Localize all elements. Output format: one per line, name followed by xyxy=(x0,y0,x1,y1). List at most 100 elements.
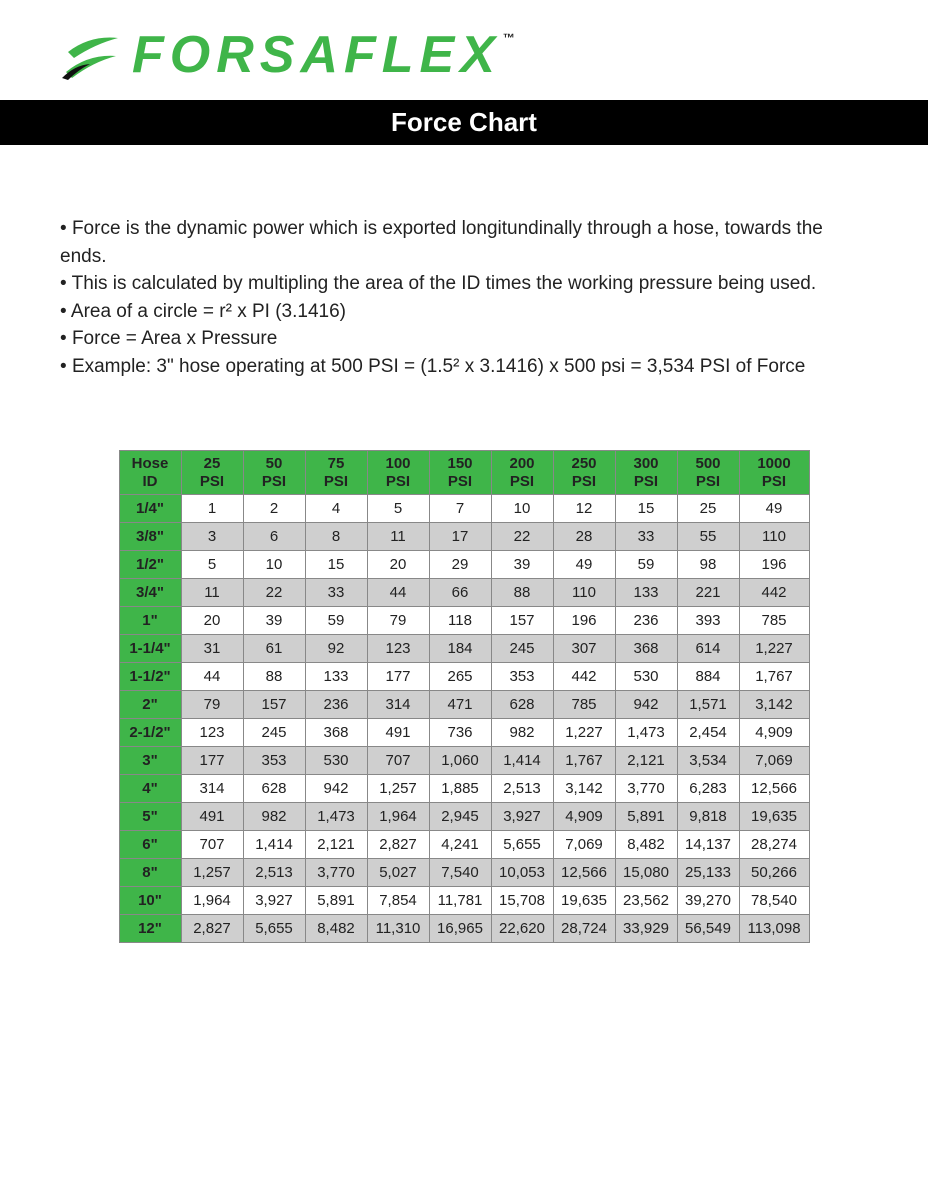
data-cell: 5 xyxy=(181,550,243,578)
data-cell: 368 xyxy=(615,634,677,662)
data-cell: 25 xyxy=(677,494,739,522)
data-cell: 307 xyxy=(553,634,615,662)
data-cell: 314 xyxy=(367,690,429,718)
content-area: Force is the dynamic power which is expo… xyxy=(0,145,928,983)
data-cell: 110 xyxy=(553,578,615,606)
table-row: 1-1/4"3161921231842453073686141,227 xyxy=(119,634,809,662)
table-row: 5"4919821,4731,9642,9453,9274,9095,8919,… xyxy=(119,802,809,830)
data-cell: 707 xyxy=(181,830,243,858)
data-cell: 442 xyxy=(739,578,809,606)
logo-header: FORSAFLEX ™ xyxy=(0,0,928,100)
data-cell: 11 xyxy=(367,522,429,550)
data-cell: 1,767 xyxy=(553,746,615,774)
table-row: 1/4"124571012152549 xyxy=(119,494,809,522)
data-cell: 1,414 xyxy=(243,830,305,858)
data-cell: 79 xyxy=(181,690,243,718)
data-cell: 4 xyxy=(305,494,367,522)
data-cell: 5 xyxy=(367,494,429,522)
data-cell: 66 xyxy=(429,578,491,606)
data-cell: 7 xyxy=(429,494,491,522)
data-cell: 5,891 xyxy=(305,886,367,914)
data-cell: 614 xyxy=(677,634,739,662)
data-cell: 7,069 xyxy=(739,746,809,774)
data-cell: 15,708 xyxy=(491,886,553,914)
data-cell: 5,891 xyxy=(615,802,677,830)
row-header-cell: 1" xyxy=(119,606,181,634)
data-cell: 628 xyxy=(491,690,553,718)
data-cell: 39 xyxy=(491,550,553,578)
data-cell: 2,121 xyxy=(615,746,677,774)
table-row: 3"1773535307071,0601,4141,7672,1213,5347… xyxy=(119,746,809,774)
table-row: 6"7071,4142,1212,8274,2415,6557,0698,482… xyxy=(119,830,809,858)
data-cell: 118 xyxy=(429,606,491,634)
data-cell: 11 xyxy=(181,578,243,606)
data-cell: 123 xyxy=(181,718,243,746)
data-cell: 33 xyxy=(615,522,677,550)
data-cell: 8,482 xyxy=(305,914,367,942)
data-cell: 12 xyxy=(553,494,615,522)
table-row: 1"20395979118157196236393785 xyxy=(119,606,809,634)
data-cell: 530 xyxy=(305,746,367,774)
data-cell: 1,414 xyxy=(491,746,553,774)
data-cell: 184 xyxy=(429,634,491,662)
data-cell: 88 xyxy=(491,578,553,606)
data-cell: 177 xyxy=(367,662,429,690)
table-row: 3/8"368111722283355110 xyxy=(119,522,809,550)
data-cell: 5,655 xyxy=(491,830,553,858)
bullet-item: Area of a circle = r² x PI (3.1416) xyxy=(60,298,868,326)
data-cell: 31 xyxy=(181,634,243,662)
data-cell: 236 xyxy=(615,606,677,634)
data-cell: 2,454 xyxy=(677,718,739,746)
data-cell: 5,027 xyxy=(367,858,429,886)
column-header: 150PSI xyxy=(429,451,491,495)
data-cell: 3 xyxy=(181,522,243,550)
data-cell: 196 xyxy=(739,550,809,578)
data-cell: 471 xyxy=(429,690,491,718)
data-cell: 353 xyxy=(491,662,553,690)
row-header-cell: 2" xyxy=(119,690,181,718)
data-cell: 1,060 xyxy=(429,746,491,774)
row-header-cell: 1-1/4" xyxy=(119,634,181,662)
row-header-cell: 8" xyxy=(119,858,181,886)
data-cell: 157 xyxy=(491,606,553,634)
data-cell: 4,909 xyxy=(553,802,615,830)
data-cell: 785 xyxy=(739,606,809,634)
data-cell: 23,562 xyxy=(615,886,677,914)
data-cell: 44 xyxy=(181,662,243,690)
data-cell: 39,270 xyxy=(677,886,739,914)
data-cell: 3,534 xyxy=(677,746,739,774)
data-cell: 491 xyxy=(367,718,429,746)
table-row: 12"2,8275,6558,48211,31016,96522,62028,7… xyxy=(119,914,809,942)
data-cell: 12,566 xyxy=(739,774,809,802)
data-cell: 16,965 xyxy=(429,914,491,942)
data-cell: 49 xyxy=(739,494,809,522)
data-cell: 1,473 xyxy=(305,802,367,830)
data-cell: 3,142 xyxy=(739,690,809,718)
data-cell: 982 xyxy=(243,802,305,830)
data-cell: 1,964 xyxy=(181,886,243,914)
data-cell: 55 xyxy=(677,522,739,550)
data-cell: 6 xyxy=(243,522,305,550)
data-cell: 56,549 xyxy=(677,914,739,942)
data-cell: 22,620 xyxy=(491,914,553,942)
data-cell: 123 xyxy=(367,634,429,662)
title-bar: Force Chart xyxy=(0,100,928,145)
data-cell: 2,827 xyxy=(367,830,429,858)
data-cell: 1,885 xyxy=(429,774,491,802)
data-cell: 79 xyxy=(367,606,429,634)
data-cell: 4,909 xyxy=(739,718,809,746)
data-cell: 28,274 xyxy=(739,830,809,858)
data-cell: 1 xyxy=(181,494,243,522)
bullet-item: Example: 3" hose operating at 500 PSI = … xyxy=(60,353,868,381)
data-cell: 19,635 xyxy=(739,802,809,830)
data-cell: 113,098 xyxy=(739,914,809,942)
data-cell: 1,571 xyxy=(677,690,739,718)
data-cell: 29 xyxy=(429,550,491,578)
data-cell: 10 xyxy=(491,494,553,522)
row-header-cell: 3/4" xyxy=(119,578,181,606)
data-cell: 1,257 xyxy=(367,774,429,802)
data-cell: 314 xyxy=(181,774,243,802)
column-header: 50PSI xyxy=(243,451,305,495)
data-cell: 17 xyxy=(429,522,491,550)
data-cell: 1,964 xyxy=(367,802,429,830)
